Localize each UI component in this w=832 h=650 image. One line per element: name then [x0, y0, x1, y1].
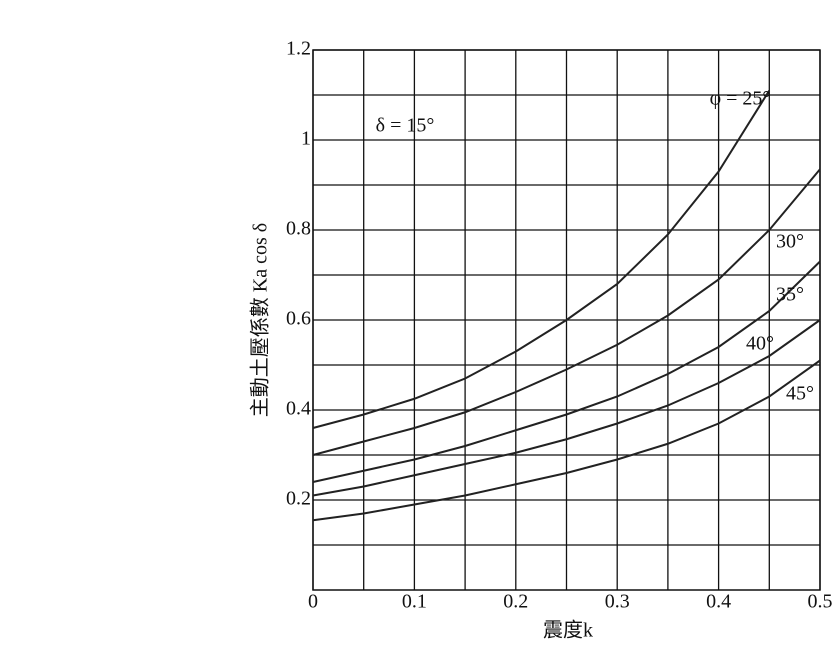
curve-label: φ = 25° — [710, 88, 771, 110]
x-axis-label: 震度k — [543, 619, 593, 642]
x-tick-label: 0.1 — [402, 591, 427, 613]
curve — [312, 359, 821, 522]
curve-label: 30° — [776, 231, 804, 253]
y-tick-label: 1.2 — [286, 38, 311, 60]
x-tick-label: 0.4 — [706, 591, 731, 613]
y-tick-label: 0.8 — [286, 218, 311, 240]
x-tick-label: 0.5 — [808, 591, 832, 613]
curve — [312, 260, 821, 483]
curve — [312, 89, 771, 429]
curve-label: 35° — [776, 284, 804, 306]
curve-label: 45° — [786, 383, 814, 405]
annotation: δ = 15° — [376, 115, 435, 137]
y-tick-label: 0.2 — [286, 488, 311, 510]
y-tick-label: 0.4 — [286, 398, 311, 420]
x-tick-label: 0.3 — [605, 591, 630, 613]
y-axis-label: 主動土壓係數 Ka cos δ — [249, 223, 272, 417]
y-tick-label: 1 — [301, 128, 311, 150]
curve-label: 40° — [746, 333, 774, 355]
y-tick-label: 0.6 — [286, 308, 311, 330]
curve — [312, 168, 821, 456]
x-tick-label: 0.2 — [503, 591, 528, 613]
curve — [312, 319, 821, 497]
x-tick-label: 0 — [308, 591, 318, 613]
